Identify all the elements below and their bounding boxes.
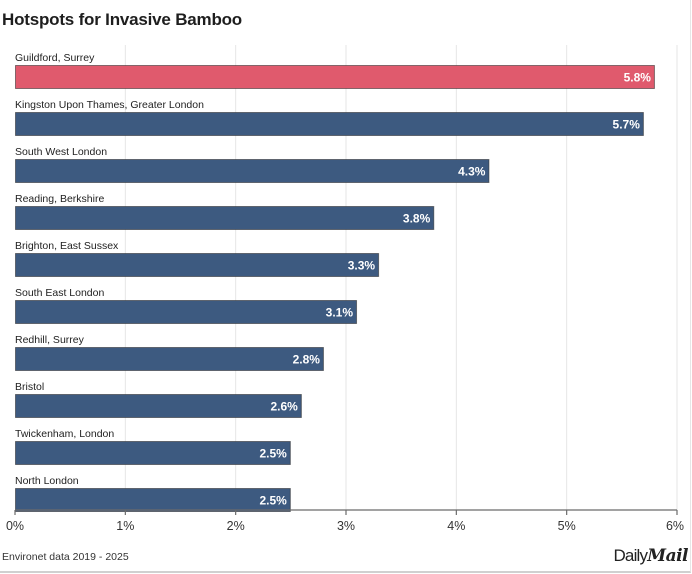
bar xyxy=(15,488,291,512)
value-label: 2.8% xyxy=(293,353,321,367)
category-label: Kingston Upon Thames, Greater London xyxy=(15,99,204,111)
bar xyxy=(15,347,324,371)
category-label: South East London xyxy=(15,287,104,299)
value-label: 5.7% xyxy=(613,118,641,132)
bar xyxy=(15,112,644,136)
category-label: Bristol xyxy=(15,381,44,393)
category-label: South West London xyxy=(15,146,107,158)
brand-daily: Daily xyxy=(613,546,648,565)
value-label: 4.3% xyxy=(458,165,486,179)
source-note: Environet data 2019 - 2025 xyxy=(2,551,129,563)
x-tick-label: 2% xyxy=(227,519,245,533)
x-tick-label: 1% xyxy=(116,519,134,533)
bar xyxy=(15,65,655,89)
x-tick-label: 6% xyxy=(666,519,684,533)
bar xyxy=(15,394,302,418)
category-label: Brighton, East Sussex xyxy=(15,240,119,252)
bar xyxy=(15,441,291,465)
value-label: 2.6% xyxy=(271,400,299,414)
brand-mail: Mail xyxy=(647,546,688,566)
value-label: 3.1% xyxy=(326,306,354,320)
chart-title: Hotspots for Invasive Bamboo xyxy=(2,10,242,29)
brand-logo: DailyMail xyxy=(613,546,688,566)
category-label: Guildford, Surrey xyxy=(15,52,95,64)
bar xyxy=(15,159,490,183)
value-label: 2.5% xyxy=(259,447,287,461)
x-tick-label: 4% xyxy=(447,519,465,533)
category-label: Redhill, Surrey xyxy=(15,334,85,346)
value-label: 2.5% xyxy=(259,494,287,508)
bar xyxy=(15,300,358,324)
category-label: Twickenham, London xyxy=(15,428,114,440)
category-label: Reading, Berkshire xyxy=(15,193,104,205)
value-label: 3.3% xyxy=(348,259,376,273)
bar xyxy=(15,253,380,277)
value-label: 3.8% xyxy=(403,212,431,226)
bar xyxy=(15,206,435,230)
value-label: 5.8% xyxy=(624,71,652,85)
bars: Guildford, Surrey 5.8% Kingston Upon Thame… xyxy=(15,52,655,512)
x-tick-label: 5% xyxy=(558,519,576,533)
x-tick-label: 3% xyxy=(337,519,355,533)
x-tick-label: 0% xyxy=(6,519,24,533)
x-axis: 0% 1% 2% 3% 4% 5% 6% xyxy=(6,509,684,533)
category-label: North London xyxy=(15,475,79,487)
